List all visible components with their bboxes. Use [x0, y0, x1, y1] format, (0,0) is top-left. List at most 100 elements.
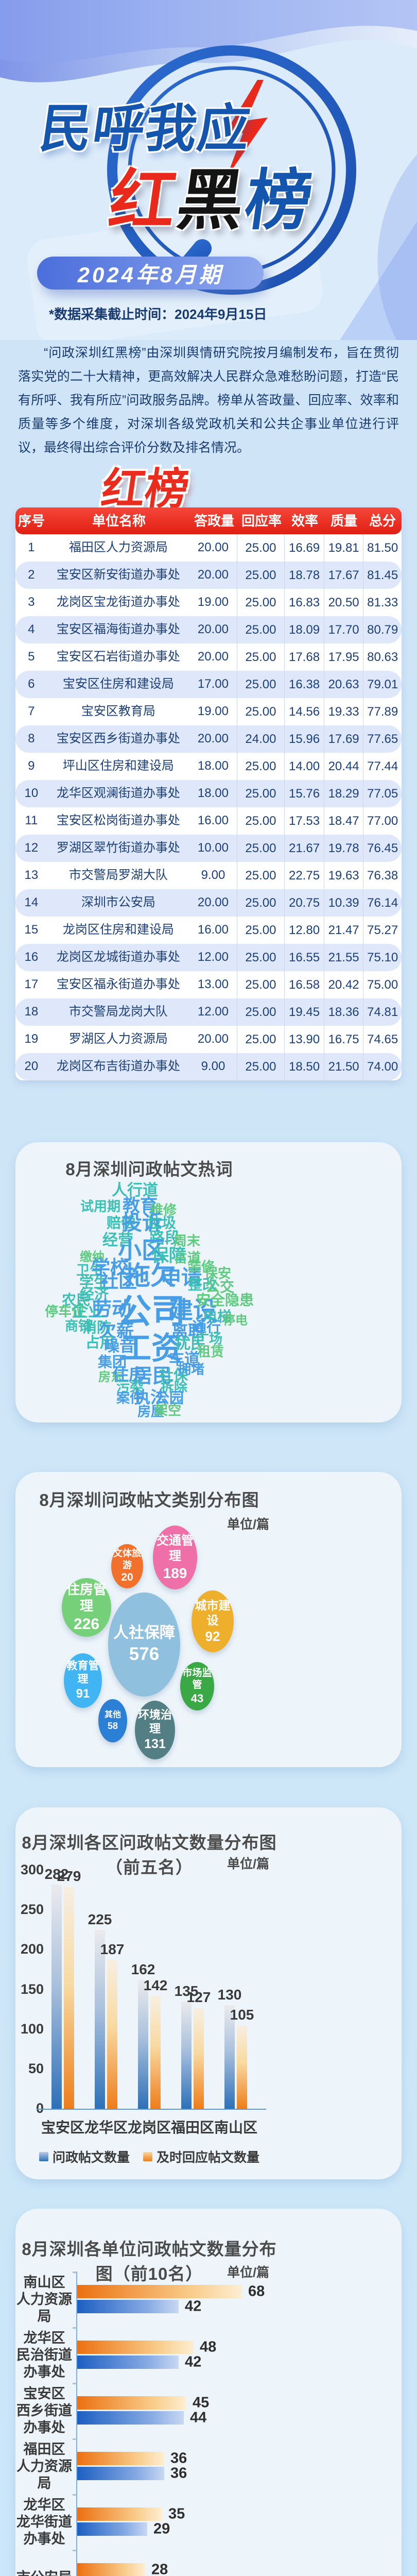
- col-unit: 单位名称: [92, 513, 146, 529]
- category-bubble: 其他 58: [98, 1699, 127, 1742]
- y-tick: 250: [20, 1902, 44, 1918]
- red-list-header: 序号 单位名称 答政量 回应率 效率 质量 总分: [15, 507, 402, 534]
- bubble-value: 20: [121, 1571, 133, 1584]
- district-chart-title: 8月深圳各区问政帖文数量分布图（前五名）: [22, 1833, 277, 1877]
- bubble-label: 环境治理: [137, 1708, 172, 1736]
- table-cell: 龙岗区龙城街道办事处: [56, 950, 180, 964]
- hot-word: 污染: [116, 1379, 144, 1395]
- table-row: 9 坪山区住房和建设局 18.00 25.00 14.00 20.44 77.44: [15, 753, 402, 780]
- table-cell: 25.00: [236, 671, 285, 698]
- unit-bars: 68 42: [77, 2283, 402, 2315]
- hot-word: 整改: [187, 1277, 217, 1293]
- unit-chart-card: 8月深圳各单位问政帖文数量分布图（前10名） 单位/篇 南山区 人力资源局 68 42…: [15, 2209, 402, 2576]
- table-cell: 深圳市公安局: [81, 895, 155, 910]
- table-cell: 12: [24, 841, 39, 855]
- table-cell: 17.53: [284, 807, 324, 835]
- bar-value: 36: [170, 2450, 187, 2467]
- y-tick: 200: [20, 1941, 44, 1957]
- table-cell: 15.96: [284, 725, 324, 753]
- hot-word: 垃圾: [147, 1215, 177, 1231]
- table-cell: 18.50: [284, 1053, 324, 1080]
- bubble-value: 131: [144, 1736, 166, 1751]
- table-cell: 16: [24, 950, 39, 964]
- table-cell: 21.55: [323, 944, 363, 971]
- category-chart-card: 8月深圳问政帖文类别分布图 单位/篇 人社保障 576 住房管理 226 交通管理 189…: [15, 1472, 402, 1767]
- hot-word: 周末: [173, 1233, 201, 1249]
- table-cell: 20.00: [197, 1032, 229, 1046]
- bar-value: 135: [174, 1983, 199, 1999]
- table-cell: 18.09: [284, 616, 324, 643]
- unit-bars: 45 44: [77, 2395, 402, 2426]
- unit-row: 龙华区 民治街道办事处 48 42: [15, 2330, 402, 2380]
- col-quality: 质量: [330, 513, 357, 529]
- hot-word: 占用: [85, 1334, 115, 1350]
- unit-bars: 35 29: [77, 2506, 402, 2537]
- y-tick: 100: [20, 2021, 44, 2037]
- table-cell: 13.00: [197, 977, 229, 992]
- axis-line: [76, 2272, 77, 2576]
- table-cell: 25.00: [236, 562, 285, 589]
- hot-word: 经营: [102, 1232, 133, 1249]
- table-cell: 20.00: [197, 650, 229, 664]
- bar-blue: 282: [45, 1866, 68, 2109]
- bar-orange: 68: [77, 2283, 265, 2300]
- hot-word: 申请: [161, 1266, 202, 1289]
- table-cell: 81.33: [363, 589, 402, 616]
- table-cell: 25.00: [236, 807, 285, 835]
- table-cell: 16.69: [284, 534, 324, 562]
- table-cell: 16.55: [284, 944, 324, 971]
- table-cell: 18.47: [323, 807, 363, 835]
- bubble-label: 文体旅游: [113, 1548, 141, 1570]
- bubble-value: 58: [107, 1720, 118, 1731]
- table-cell: 75.00: [363, 971, 402, 998]
- table-cell: 25.00: [236, 889, 285, 917]
- brand-char-bang: 榜: [240, 164, 319, 238]
- issue-badge: 2024年8月期: [37, 257, 264, 290]
- x-label: 龙岗区: [127, 2120, 171, 2136]
- district-legend: 问政帖文数量 及时回应帖文数量: [15, 2147, 283, 2166]
- word-cloud-card: 8月深圳问政帖文热词 人行道 试用期 教育 维修 赔偿 投诉 垃圾 经营 路段 周末 缴纳 小区 保障占…: [15, 1142, 402, 1422]
- hot-word: 教育: [123, 1196, 158, 1216]
- table-cell: 20.44: [323, 753, 363, 780]
- y-tick: 50: [28, 2060, 44, 2076]
- table-cell: 龙岗区宝龙街道办事处: [56, 595, 180, 609]
- category-bubble: 住房管理 226: [62, 1578, 111, 1637]
- table-cell: 17.67: [323, 562, 363, 589]
- table-cell: 10.39: [323, 889, 363, 917]
- table-cell: 14: [24, 895, 39, 910]
- district-chart-card: 8月深圳各区问政帖文数量分布图（前五名） 单位/篇 0 50 100 150 200 25…: [15, 1807, 402, 2179]
- table-cell: 81.50: [363, 534, 402, 562]
- table-cell: 9.00: [201, 868, 225, 883]
- table-row: 17 宝安区福永街道办事处 13.00 25.00 16.58 20.42 75.00: [15, 971, 402, 998]
- hot-word: 欠薪: [99, 1321, 134, 1341]
- bar-blue: 29: [77, 2521, 170, 2537]
- bar-value: 68: [248, 2283, 265, 2300]
- col-response-rate: 回应率: [241, 513, 282, 529]
- bar-blue: 42: [77, 2298, 201, 2315]
- bar-value: 42: [185, 2353, 202, 2370]
- hot-word: 建设: [169, 1297, 217, 1324]
- table-row: 1 福田区人力资源局 20.00 25.00 16.69 19.81 81.50: [15, 534, 402, 562]
- table-cell: 8: [28, 732, 35, 746]
- unit-bars: 2828: [77, 2562, 402, 2576]
- unit-name: 宝安区 西乡街道办事处: [16, 2385, 72, 2435]
- table-cell: 宝安区新安街道办事处: [56, 568, 180, 582]
- col-total: 总分: [369, 513, 396, 529]
- table-cell: 14.00: [284, 753, 324, 780]
- table-cell: 21.50: [323, 1053, 363, 1080]
- table-row: 4 宝安区福海街道办事处 20.00 25.00 18.09 17.70 80.79: [15, 616, 402, 643]
- hot-word: 工资: [120, 1331, 182, 1366]
- table-cell: 25.00: [236, 944, 285, 971]
- hot-word: 住房: [112, 1365, 146, 1384]
- table-row: 20 龙岗区布吉街道办事处 9.00 25.00 18.50 21.50 74.00: [15, 1053, 402, 1080]
- table-cell: 16.38: [284, 671, 324, 698]
- bar-orange: 28: [77, 2562, 168, 2576]
- hot-word: 扰民: [175, 1335, 206, 1352]
- table-cell: 4: [28, 622, 35, 637]
- bar-value: 127: [186, 1989, 211, 2005]
- table-cell: 18.00: [197, 786, 229, 801]
- hot-word: 通行: [192, 1319, 221, 1335]
- table-row: 5 宝安区石岩街道办事处 20.00 25.00 17.68 17.95 80.63: [15, 643, 402, 671]
- table-cell: 15.76: [284, 780, 324, 807]
- bubble-label: 交通管理: [157, 1533, 194, 1563]
